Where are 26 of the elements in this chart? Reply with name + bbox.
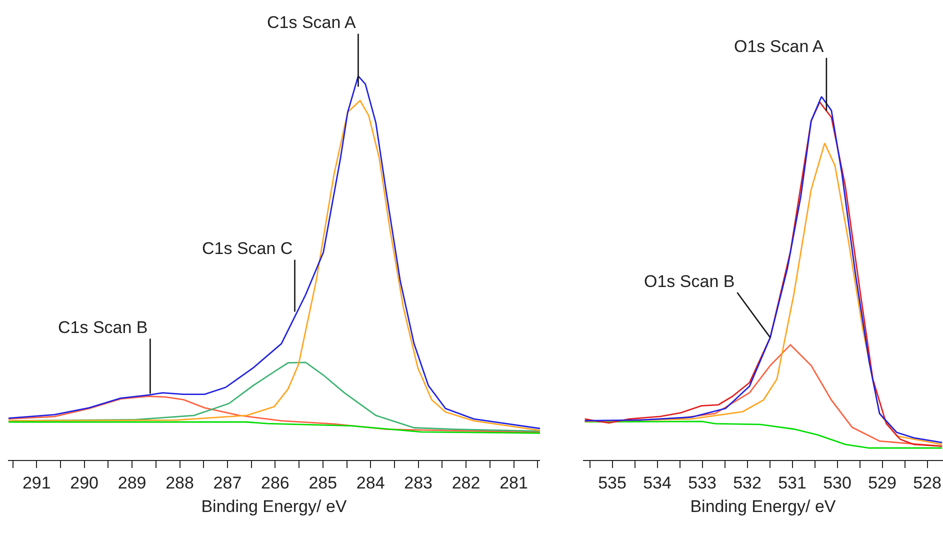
x-axis-title: Binding Energy/ eV: [690, 496, 836, 516]
x-tick-label: 291: [22, 474, 51, 493]
x-tick-label: 290: [70, 474, 99, 493]
annotation: O1s Scan A: [734, 37, 824, 56]
x-tick-label: 528: [913, 474, 942, 493]
x-tick-label: 287: [213, 474, 242, 493]
x-tick-label: 284: [356, 474, 385, 493]
x-tick-label: 283: [404, 474, 433, 493]
x-tick-label: 535: [598, 474, 626, 493]
annotation: O1s Scan B: [644, 272, 735, 291]
x-tick-label: 530: [823, 474, 852, 493]
x-tick-label: 533: [688, 474, 716, 493]
x-tick-label: 529: [868, 474, 896, 493]
x-tick-label: 282: [452, 474, 480, 493]
x-tick-label: 281: [500, 474, 528, 493]
annotation: C1s Scan B: [58, 318, 148, 337]
x-tick-label: 285: [308, 474, 338, 493]
x-tick-label: 534: [643, 474, 672, 493]
x-tick-label: 286: [261, 474, 290, 493]
x-tick-label: 289: [118, 474, 146, 493]
x-tick-label: 288: [166, 474, 194, 493]
annotation: C1s Scan A: [267, 13, 356, 32]
annotation: C1s Scan C: [202, 239, 293, 258]
x-tick-label: 531: [778, 474, 806, 493]
x-axis-title: Binding Energy/ eV: [201, 496, 348, 516]
x-tick-label: 532: [733, 474, 762, 493]
